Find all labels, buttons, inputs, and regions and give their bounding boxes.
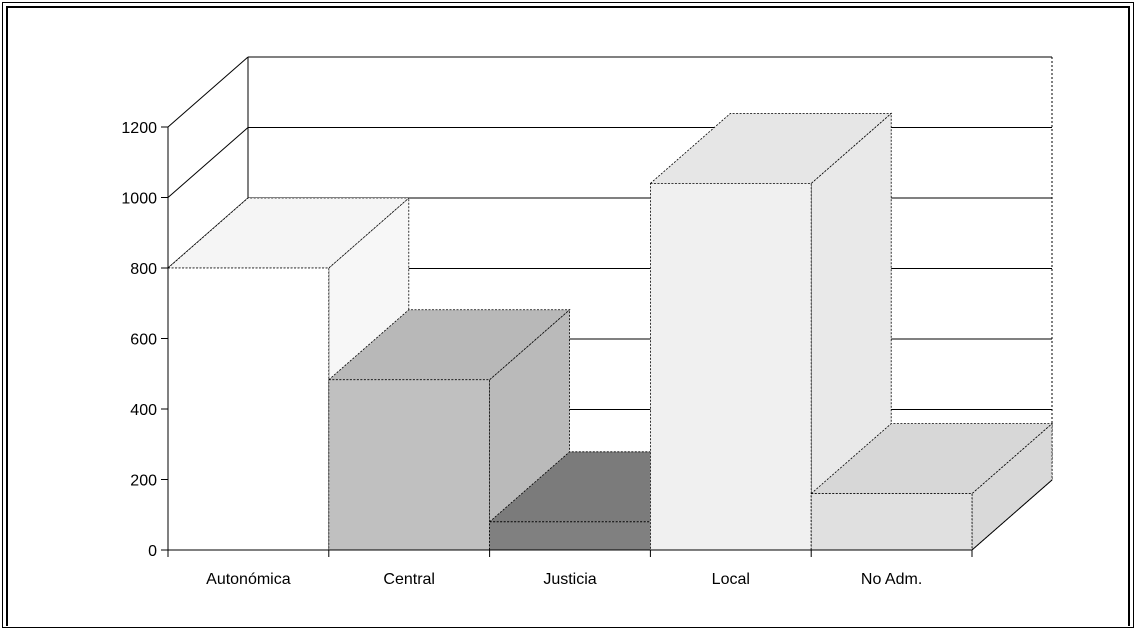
y-tick-label: 200 bbox=[130, 473, 157, 490]
x-tick-label: No Adm. bbox=[861, 571, 922, 588]
axes bbox=[161, 126, 1053, 557]
chart-frame-inner bbox=[6, 6, 1130, 626]
floor-right-edge bbox=[971, 479, 1053, 551]
gridline-diagonal bbox=[167, 127, 249, 198]
bar-front bbox=[810, 493, 973, 551]
y-tick-label: 1000 bbox=[121, 191, 157, 208]
y-tick-label: 600 bbox=[130, 332, 157, 349]
bar-no-adm- bbox=[810, 422, 1054, 551]
y-tick-label: 400 bbox=[130, 402, 157, 419]
bars bbox=[166, 112, 1054, 551]
x-tick-label: Central bbox=[383, 571, 435, 588]
y-tick-label: 800 bbox=[130, 261, 157, 278]
x-tick-label: Justicia bbox=[543, 571, 596, 588]
y-tick-label: 1200 bbox=[121, 120, 157, 137]
bar-front bbox=[328, 379, 490, 551]
x-tick-labels: Autonómica Central Justicia Local No Adm. bbox=[206, 571, 922, 588]
x-tick-label: Local bbox=[712, 571, 750, 588]
y-tick-labels: 0 200 400 600 800 1000 1200 bbox=[121, 120, 157, 560]
gridline-diagonal bbox=[167, 56, 249, 128]
x-tick-label: Autonómica bbox=[206, 571, 291, 588]
bar-front bbox=[650, 182, 812, 551]
bar-front bbox=[489, 521, 651, 551]
bar-local bbox=[649, 112, 893, 551]
y-tick-label: 0 bbox=[148, 543, 157, 560]
bar-front bbox=[167, 267, 330, 551]
